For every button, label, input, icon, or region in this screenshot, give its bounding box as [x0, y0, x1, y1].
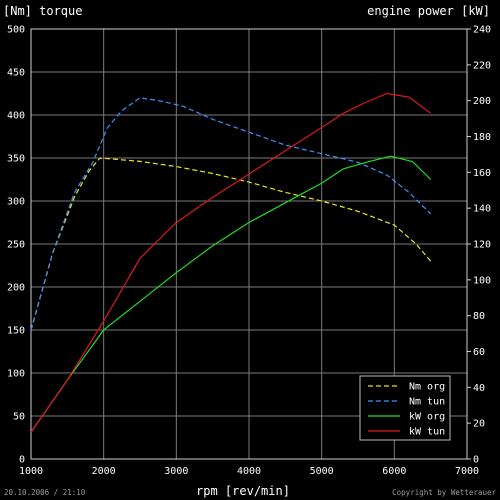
- y-left-tick-label: 150: [7, 326, 25, 337]
- y-left-tick-label: 450: [7, 68, 25, 79]
- y-right-tick-label: 0: [473, 455, 479, 466]
- y-left-tick-label: 500: [7, 25, 25, 36]
- y-left-axis-title: [Nm] torque: [3, 4, 82, 18]
- y-left-tick-label: 50: [13, 412, 25, 423]
- y-right-tick-label: 200: [473, 96, 491, 107]
- x-tick-label: 5000: [310, 466, 334, 477]
- x-tick-label: 6000: [382, 466, 406, 477]
- y-right-tick-label: 20: [473, 419, 485, 430]
- legend-label: Nm org: [409, 382, 445, 393]
- y-right-tick-label: 160: [473, 168, 491, 179]
- y-left-tick-label: 100: [7, 369, 25, 380]
- y-right-tick-label: 220: [473, 60, 491, 71]
- legend-box: [359, 375, 451, 441]
- y-left-tick-label: 400: [7, 111, 25, 122]
- y-right-tick-label: 120: [473, 240, 491, 251]
- y-right-tick-label: 140: [473, 204, 491, 215]
- footer-copyright: Copyright by Wetterauer: [392, 488, 496, 497]
- y-right-tick-label: 180: [473, 132, 491, 143]
- y-right-tick-label: 240: [473, 25, 491, 36]
- y-left-tick-label: 300: [7, 197, 25, 208]
- y-right-axis-title: engine power [kW]: [367, 4, 490, 18]
- series-line-kw-org: [30, 155, 432, 433]
- x-tick-label: 2000: [92, 466, 116, 477]
- footer-date: 20.10.2006 / 21:10: [4, 488, 86, 497]
- x-tick-label: 7000: [455, 466, 479, 477]
- y-left-tick-label: 350: [7, 154, 25, 165]
- series-line-nm-org: [30, 157, 432, 331]
- x-axis-title: rpm [rev/min]: [196, 484, 290, 498]
- y-right-tick-label: 60: [473, 347, 485, 358]
- x-tick-label: 4000: [237, 466, 261, 477]
- y-right-tick-label: 80: [473, 311, 485, 322]
- y-left-tick-label: 250: [7, 240, 25, 251]
- x-tick-label: 3000: [164, 466, 188, 477]
- legend-label: kW tun: [409, 427, 445, 438]
- legend-label: kW org: [409, 412, 445, 423]
- series-line-kw-tun: [30, 92, 432, 433]
- y-left-tick-label: 200: [7, 283, 25, 294]
- legend-label: Nm tun: [409, 397, 445, 408]
- y-right-tick-label: 100: [473, 275, 491, 286]
- x-tick-label: 1000: [19, 466, 43, 477]
- y-left-tick-label: 0: [19, 455, 25, 466]
- legend: Nm org Nm tun kW org kW tun: [359, 375, 451, 441]
- series-layer: [30, 92, 432, 433]
- y-right-tick-label: 40: [473, 383, 485, 394]
- tick-labels: 1000 2000 3000 4000 5000 6000 7000050100150200…: [7, 25, 491, 478]
- series-line-nm-tun: [30, 97, 432, 331]
